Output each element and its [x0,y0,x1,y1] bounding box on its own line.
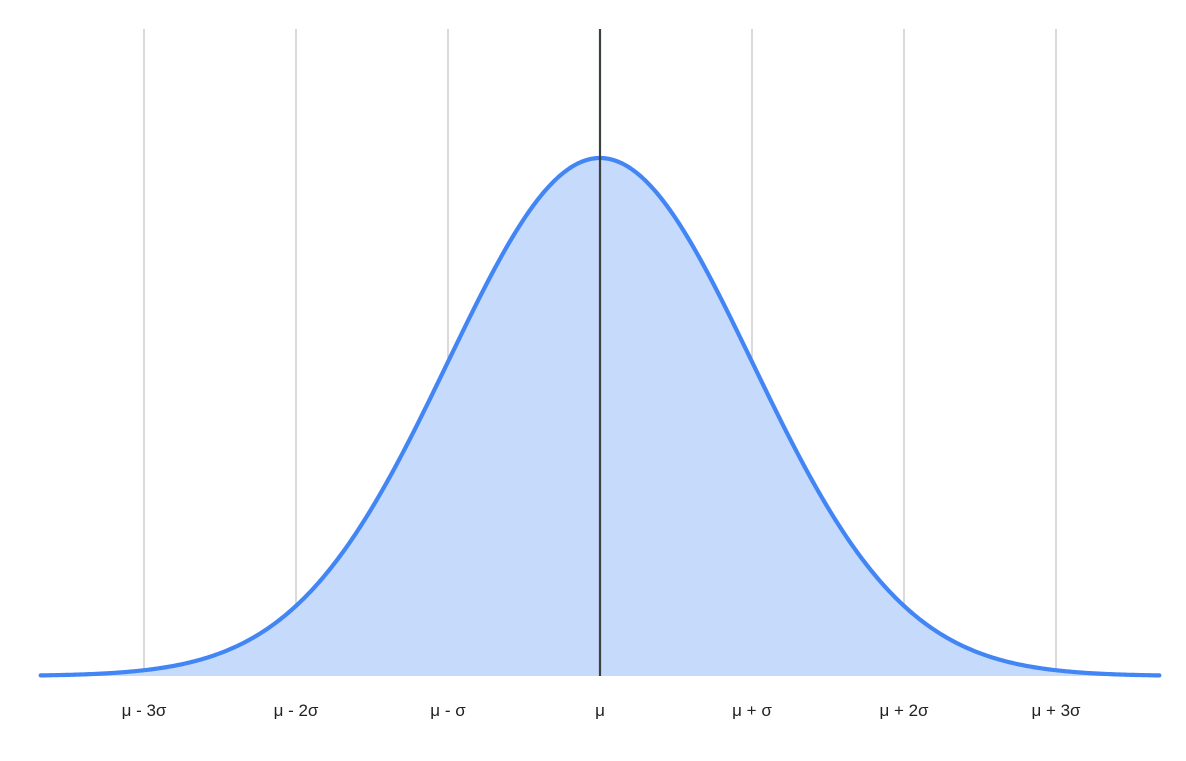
x-tick-label-4: μ + σ [732,701,772,720]
x-tick-label-1: μ - 2σ [274,701,319,720]
x-axis-tick-labels: μ - 3σ μ - 2σ μ - σ μ μ + σ μ + 2σ μ + 3σ [122,701,1081,720]
x-tick-label-0: μ - 3σ [122,701,167,720]
x-tick-label-6: μ + 3σ [1031,701,1081,720]
x-tick-label-5: μ + 2σ [879,701,929,720]
x-tick-label-2: μ - σ [430,701,466,720]
gridlines-group [143,29,1057,676]
x-tick-label-3: μ [595,701,605,720]
